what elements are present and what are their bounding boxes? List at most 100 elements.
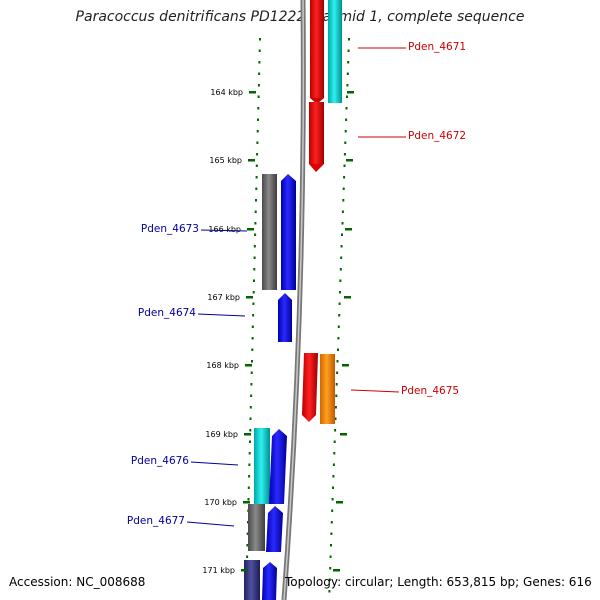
gene-label-Pden_4676[interactable]: Pden_4676: [131, 455, 189, 467]
ring-dot: [338, 314, 341, 317]
ring-dot: [332, 486, 334, 489]
ring-dot: [255, 199, 257, 202]
kbp-tick-label: 166 kbp: [208, 225, 241, 234]
ring-dot: [343, 176, 346, 179]
ring-dot: [339, 291, 341, 294]
gene-Pden_4672[interactable]: [309, 102, 324, 172]
kbp-tick-label: 170 kbp: [204, 498, 237, 507]
ring-dot: [246, 544, 249, 547]
ring-dot: [254, 233, 257, 236]
ring-dot: [344, 141, 347, 144]
gene-Pden_4677-gray[interactable]: [248, 504, 265, 551]
ring-dot: [252, 302, 255, 305]
kbp-tick-mark: [245, 364, 252, 367]
kbp-tick-label: 165 kbp: [209, 156, 242, 165]
gene-Pden_4675[interactable]: [320, 354, 335, 424]
ring-dot: [249, 417, 252, 420]
gene-callout-line: [350, 389, 400, 393]
ring-dot: [337, 348, 339, 351]
ring-dot: [251, 348, 254, 351]
kbp-tick-mark-right: [342, 364, 349, 367]
ring-dot: [253, 279, 255, 282]
kbp-tick-mark-right: [333, 569, 340, 572]
ring-dot: [258, 49, 261, 52]
ring-dot: [249, 440, 251, 443]
ring-dot: [343, 153, 346, 156]
gene-bottom-blue[interactable]: [262, 562, 277, 600]
ring-dot: [248, 452, 251, 455]
ring-dot: [253, 245, 256, 248]
gene-label-Pden_4672[interactable]: Pden_4672: [408, 130, 466, 142]
ring-dot: [335, 394, 338, 397]
gene-labels: Pden_4671 Pden_4672 Pden_4673 Pden_4674 Pden…: [127, 41, 466, 527]
gene-Pden_4673-gray[interactable]: [262, 174, 277, 290]
ring-dot: [246, 532, 249, 535]
ring-dot: [255, 164, 258, 167]
gene-label-Pden_4677[interactable]: Pden_4677: [127, 515, 185, 527]
ring-dot: [251, 360, 253, 363]
ring-dot: [254, 210, 257, 213]
ring-dot: [343, 164, 346, 167]
kbp-tick-mark-right: [345, 228, 352, 231]
ring-dot: [256, 141, 259, 144]
strip-top-highlight: [310, 0, 342, 8]
gene-Pden_4673[interactable]: [281, 174, 296, 290]
ring-dot: [330, 532, 333, 535]
gene-label-Pden_4675[interactable]: Pden_4675: [401, 385, 459, 397]
ring-dot: [345, 107, 348, 110]
ring-dot: [251, 325, 254, 328]
ring-dot: [257, 84, 260, 87]
ring-dot: [253, 256, 256, 259]
ring-dot: [341, 222, 344, 225]
kbp-tick-mark-right: [346, 159, 353, 162]
gene-label-Pden_4673[interactable]: Pden_4673: [141, 223, 199, 235]
gene-Pden_4676-cyan[interactable]: [254, 428, 270, 504]
kbp-tick-label: 164 kbp: [210, 88, 243, 97]
gene-Pden_4671[interactable]: [310, 0, 324, 104]
kbp-ticks: 164 kbp 165 kbp 166 kbp 167 kbp 168 kbp 169 k…: [202, 88, 354, 575]
gene-callout-line: [197, 313, 246, 317]
gene-callout-line: [200, 229, 248, 232]
gene-Pden_4675-red[interactable]: [302, 353, 318, 422]
gene-Pden_4674[interactable]: [278, 293, 292, 342]
ring-dot: [332, 475, 335, 478]
ring-dot: [252, 314, 255, 317]
gene-cyan-top[interactable]: [328, 0, 342, 103]
ring-dot: [333, 440, 336, 443]
ring-dot: [250, 383, 253, 386]
ring-dot: [250, 371, 253, 374]
kbp-tick-mark: [244, 433, 251, 436]
gene-label-Pden_4671[interactable]: Pden_4671: [408, 41, 466, 53]
ring-dot: [336, 360, 339, 363]
accession-text: Accession: NC_008688: [9, 575, 146, 589]
ring-dot: [246, 555, 249, 558]
ring-dot: [331, 509, 334, 512]
kbp-tick-mark-right: [344, 296, 351, 299]
ring-dot: [250, 394, 253, 397]
ring-dot: [247, 486, 250, 489]
ring-dot: [334, 429, 337, 432]
ring-dot: [330, 544, 332, 547]
kbp-tick-label: 169 kbp: [205, 430, 238, 439]
ring-dot: [247, 498, 250, 501]
ring-dot: [340, 245, 343, 248]
gene-Pden_4677[interactable]: [266, 506, 283, 552]
ring-dot: [256, 130, 259, 133]
right-dotted-ring: [328, 38, 350, 593]
kbp-tick-mark-right: [347, 91, 354, 94]
gene-Pden_4676[interactable]: [269, 429, 287, 504]
ring-dot: [347, 61, 350, 64]
ring-dot: [330, 521, 333, 524]
kbp-tick-mark-right: [336, 501, 343, 504]
gene-callout-line: [190, 461, 239, 466]
ring-dot: [328, 578, 331, 581]
gene-label-Pden_4674[interactable]: Pden_4674: [138, 307, 196, 319]
ring-dot: [344, 130, 347, 133]
gene-bottom-navy[interactable]: [244, 560, 260, 600]
ring-dot: [255, 187, 258, 190]
ring-dot: [335, 383, 338, 386]
ring-dot: [339, 268, 342, 271]
ring-dot: [256, 153, 259, 156]
